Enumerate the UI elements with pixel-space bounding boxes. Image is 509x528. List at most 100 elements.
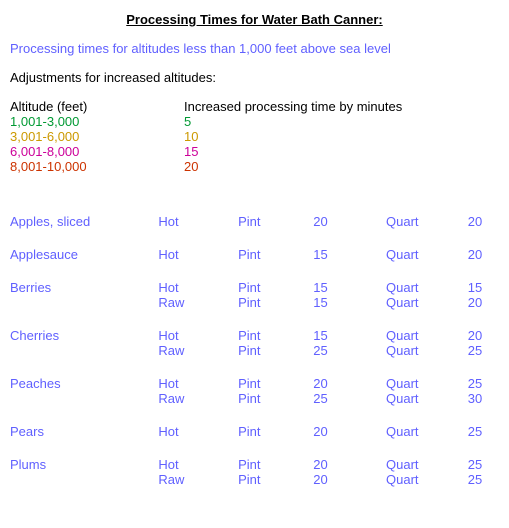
processing-table: Apples, slicedHotPint20Quart20Applesauce… — [10, 214, 499, 487]
altitude-row: 1,001-3,000 5 — [10, 114, 406, 129]
pint-time: 25 — [313, 391, 386, 406]
quart-time: 25 — [468, 472, 499, 487]
quart-time: 20 — [468, 247, 499, 262]
pack-type: Raw — [158, 343, 238, 358]
quart-label: Quart — [386, 457, 468, 472]
pack-type: Raw — [158, 472, 238, 487]
fruit-name: Pears — [10, 424, 158, 439]
pint-time: 20 — [313, 472, 386, 487]
row-gap — [10, 406, 499, 424]
quart-time: 25 — [468, 424, 499, 439]
quart-time: 15 — [468, 280, 499, 295]
fruit-name: Berries — [10, 280, 158, 295]
quart-time: 20 — [468, 295, 499, 310]
quart-label: Quart — [386, 343, 468, 358]
pint-time: 25 — [313, 343, 386, 358]
quart-time: 25 — [468, 343, 499, 358]
quart-label: Quart — [386, 472, 468, 487]
altitude-range: 1,001-3,000 — [10, 114, 184, 129]
pint-label: Pint — [238, 280, 313, 295]
pint-label: Pint — [238, 391, 313, 406]
pint-time: 20 — [313, 376, 386, 391]
pint-time: 20 — [313, 214, 386, 229]
altitude-add: 20 — [184, 159, 406, 174]
pint-label: Pint — [238, 343, 313, 358]
quart-label: Quart — [386, 247, 468, 262]
quart-time: 20 — [468, 328, 499, 343]
pint-label: Pint — [238, 214, 313, 229]
pint-time: 20 — [313, 424, 386, 439]
pint-time: 15 — [313, 280, 386, 295]
altitude-range: 8,001-10,000 — [10, 159, 184, 174]
fruit-name: Applesauce — [10, 247, 158, 262]
pint-label: Pint — [238, 472, 313, 487]
row-gap — [10, 310, 499, 328]
altitude-col-header: Altitude (feet) — [10, 99, 184, 114]
quart-label: Quart — [386, 424, 468, 439]
row-gap — [10, 358, 499, 376]
pack-type: Hot — [158, 328, 238, 343]
fruit-name: Cherries — [10, 328, 158, 343]
altitude-add: 10 — [184, 129, 406, 144]
quart-label: Quart — [386, 391, 468, 406]
quart-label: Quart — [386, 295, 468, 310]
table-row: Apples, slicedHotPint20Quart20 — [10, 214, 499, 229]
table-row: RawPint25Quart25 — [10, 343, 499, 358]
quart-label: Quart — [386, 214, 468, 229]
fruit-name — [10, 343, 158, 358]
fruit-name — [10, 295, 158, 310]
fruit-name: Apples, sliced — [10, 214, 158, 229]
altitude-row: 8,001-10,000 20 — [10, 159, 406, 174]
quart-time: 20 — [468, 214, 499, 229]
altitude-table: Altitude (feet) Increased processing tim… — [10, 99, 406, 174]
pack-type: Hot — [158, 214, 238, 229]
table-row: PlumsHotPint20Quart25 — [10, 457, 499, 472]
pack-type: Raw — [158, 295, 238, 310]
table-row: RawPint15Quart20 — [10, 295, 499, 310]
pint-label: Pint — [238, 424, 313, 439]
quart-label: Quart — [386, 328, 468, 343]
quart-label: Quart — [386, 376, 468, 391]
table-row: PeachesHotPint20Quart25 — [10, 376, 499, 391]
altitude-row: 6,001-8,000 15 — [10, 144, 406, 159]
row-gap — [10, 229, 499, 247]
altitude-row: 3,001-6,000 10 — [10, 129, 406, 144]
pint-label: Pint — [238, 376, 313, 391]
table-row: ApplesauceHotPint15Quart20 — [10, 247, 499, 262]
table-row: PearsHotPint20Quart25 — [10, 424, 499, 439]
adjustments-label: Adjustments for increased altitudes: — [10, 70, 499, 85]
pint-label: Pint — [238, 328, 313, 343]
table-row: CherriesHotPint15Quart20 — [10, 328, 499, 343]
pint-time: 15 — [313, 247, 386, 262]
pint-time: 20 — [313, 457, 386, 472]
table-row: RawPint25Quart30 — [10, 391, 499, 406]
pack-type: Hot — [158, 424, 238, 439]
quart-time: 30 — [468, 391, 499, 406]
fruit-name: Peaches — [10, 376, 158, 391]
pack-type: Hot — [158, 457, 238, 472]
altitude-range: 3,001-6,000 — [10, 129, 184, 144]
pint-label: Pint — [238, 247, 313, 262]
page-title: Processing Times for Water Bath Canner: — [10, 12, 499, 27]
pint-time: 15 — [313, 328, 386, 343]
table-row: BerriesHotPint15Quart15 — [10, 280, 499, 295]
subtitle: Processing times for altitudes less than… — [10, 41, 499, 56]
increase-col-header: Increased processing time by minutes — [184, 99, 406, 114]
quart-label: Quart — [386, 280, 468, 295]
pack-type: Hot — [158, 280, 238, 295]
pack-type: Hot — [158, 376, 238, 391]
pack-type: Hot — [158, 247, 238, 262]
fruit-name — [10, 472, 158, 487]
pint-time: 15 — [313, 295, 386, 310]
altitude-add: 5 — [184, 114, 406, 129]
pint-label: Pint — [238, 457, 313, 472]
fruit-name — [10, 391, 158, 406]
fruit-name: Plums — [10, 457, 158, 472]
row-gap — [10, 262, 499, 280]
quart-time: 25 — [468, 457, 499, 472]
altitude-add: 15 — [184, 144, 406, 159]
pint-label: Pint — [238, 295, 313, 310]
altitude-range: 6,001-8,000 — [10, 144, 184, 159]
row-gap — [10, 439, 499, 457]
table-row: RawPint20Quart25 — [10, 472, 499, 487]
